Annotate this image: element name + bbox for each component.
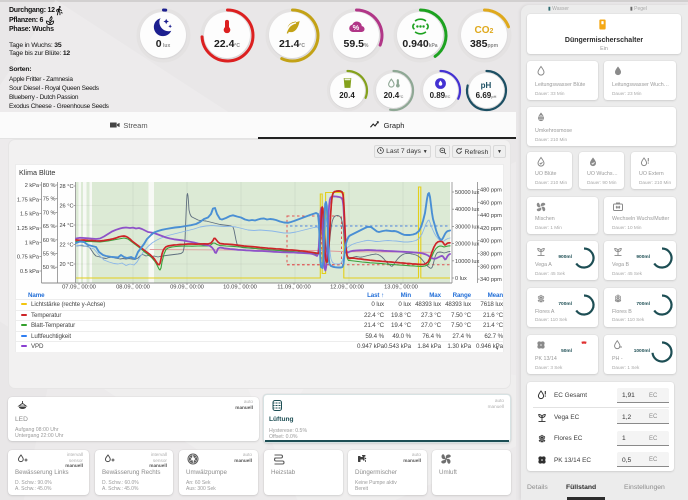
svg-text:10000 lux: 10000 lux [455, 259, 479, 265]
svg-text:0.5 kPa: 0.5 kPa [20, 269, 40, 275]
svg-text:60 %: 60 % [43, 238, 56, 244]
svg-text:50 %: 50 % [43, 265, 56, 271]
svg-text:400 ppm: 400 ppm [480, 239, 502, 245]
svg-text:480 ppm: 480 ppm [480, 188, 502, 194]
svg-text:11.09., 00:00: 11.09., 00:00 [277, 285, 310, 291]
svg-text:0.75 kPa: 0.75 kPa [17, 255, 40, 261]
svg-text:08.09., 00:00: 08.09., 00:00 [116, 285, 150, 291]
svg-text:28 °C: 28 °C [59, 184, 73, 190]
svg-text:20000 lux: 20000 lux [455, 242, 479, 248]
svg-text:10.09., 00:00: 10.09., 00:00 [223, 285, 257, 291]
svg-text:20 °C: 20 °C [59, 262, 73, 268]
svg-text:13.09., 00:00: 13.09., 00:00 [384, 285, 418, 291]
svg-text:50000 lux: 50000 lux [455, 190, 479, 196]
svg-text:1.25 kPa: 1.25 kPa [17, 226, 40, 232]
svg-text:460 ppm: 460 ppm [480, 200, 502, 206]
svg-text:440 ppm: 440 ppm [480, 213, 502, 219]
svg-text:26 °C: 26 °C [59, 204, 73, 210]
svg-text:420 ppm: 420 ppm [480, 226, 502, 232]
svg-text:340 ppm: 340 ppm [480, 277, 502, 283]
svg-text:07.09., 00:00: 07.09., 00:00 [62, 285, 96, 291]
svg-text:1 kPa: 1 kPa [25, 240, 40, 246]
svg-text:30000 lux: 30000 lux [455, 224, 479, 230]
svg-text:09.09., 00:00: 09.09., 00:00 [170, 285, 204, 291]
svg-text:380 ppm: 380 ppm [480, 252, 502, 258]
svg-text:55 %: 55 % [43, 252, 56, 258]
svg-text:1.5 kPa: 1.5 kPa [20, 212, 40, 218]
svg-text:80 %: 80 % [43, 183, 56, 189]
svg-text:360 ppm: 360 ppm [480, 264, 502, 270]
svg-text:40000 lux: 40000 lux [455, 207, 479, 213]
svg-text:2 kPa: 2 kPa [25, 183, 40, 189]
svg-text:%: % [353, 23, 360, 32]
svg-text:22 °C: 22 °C [59, 243, 73, 249]
svg-text:24 °C: 24 °C [59, 223, 73, 229]
svg-text:12.09., 00:00: 12.09., 00:00 [330, 285, 364, 291]
svg-text:1.75 kPa: 1.75 kPa [17, 197, 40, 203]
svg-text:70 %: 70 % [43, 210, 56, 216]
svg-text:75 %: 75 % [43, 197, 56, 203]
svg-text:65 %: 65 % [43, 224, 56, 230]
svg-text:0 lux: 0 lux [455, 276, 467, 282]
